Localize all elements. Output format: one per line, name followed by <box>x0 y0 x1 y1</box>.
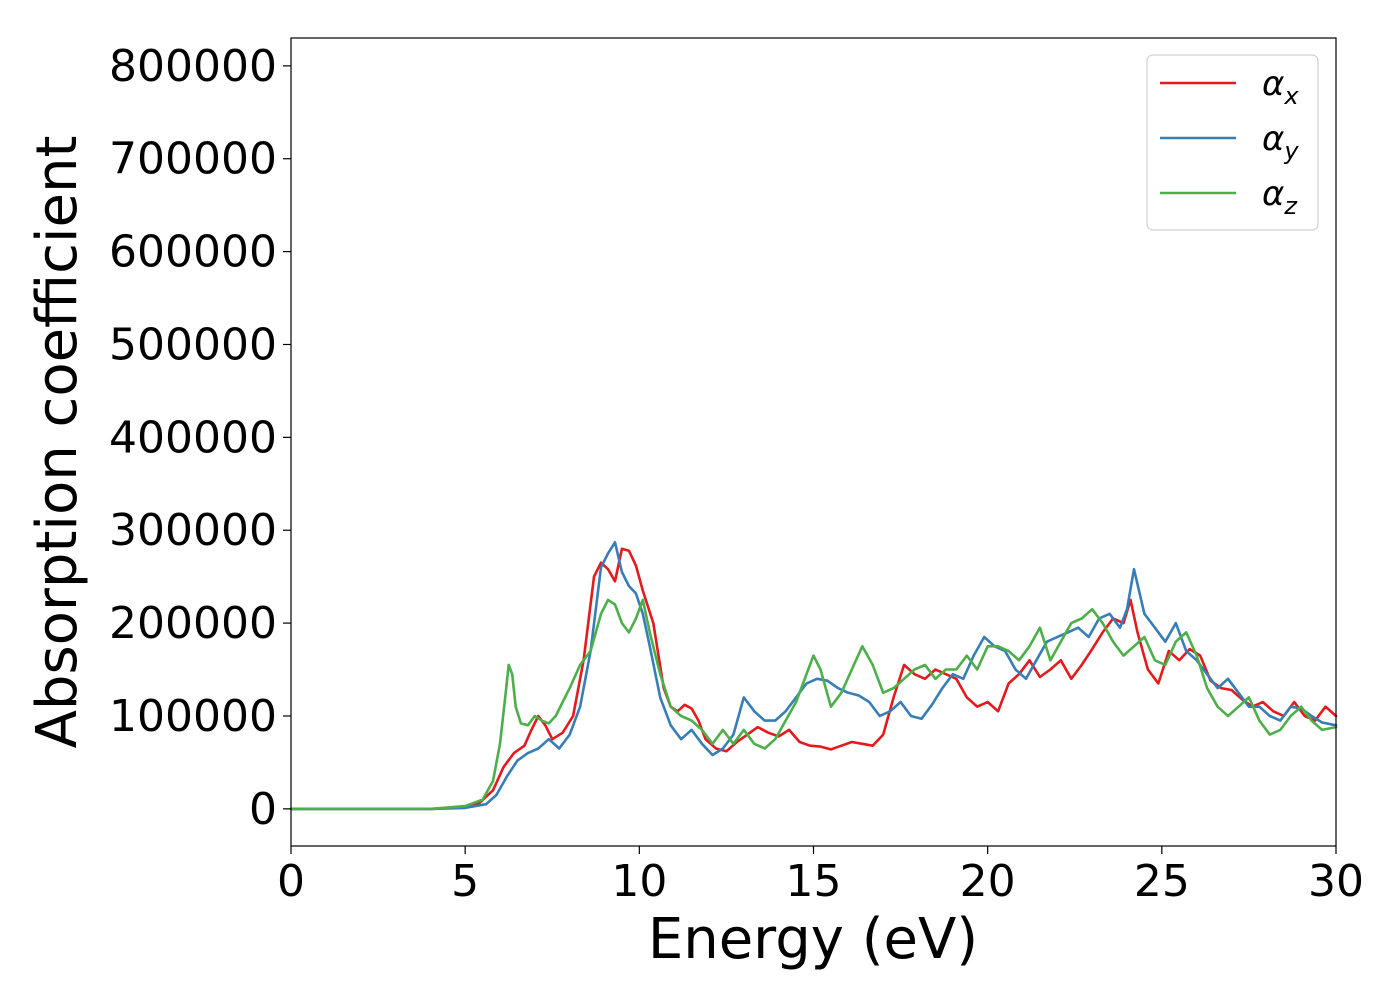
x-tick-label: 5 <box>451 856 479 907</box>
y-axis: 0 100000 200000 300000 400000 500000 600000 700… <box>109 41 291 835</box>
y-tick-label: 0 <box>249 784 277 835</box>
x-tick-label: 20 <box>960 856 1016 907</box>
y-tick-label: 200000 <box>109 598 277 649</box>
y-tick-label: 500000 <box>109 319 277 370</box>
legend-box <box>1146 54 1319 231</box>
x-tick-label: 15 <box>786 856 842 907</box>
legend: αx αy αz <box>1146 54 1319 231</box>
legend-label-x: αx <box>1262 64 1299 110</box>
y-tick-label: 700000 <box>109 134 277 185</box>
series-line-z <box>289 598 1338 811</box>
legend-label-y: αy <box>1262 119 1299 165</box>
y-tick-label: 100000 <box>109 691 277 742</box>
plot-lines <box>289 540 1338 811</box>
y-tick-label: 600000 <box>109 227 277 278</box>
x-axis-title: Energy (eV) <box>648 907 978 972</box>
y-tick-label: 300000 <box>109 505 277 556</box>
x-tick-label: 25 <box>1134 856 1190 907</box>
y-tick-label: 400000 <box>109 412 277 463</box>
x-axis: 0 5 10 15 20 25 30 <box>277 846 1364 907</box>
legend-label-z: αz <box>1262 174 1298 220</box>
x-tick-label: 30 <box>1308 856 1364 907</box>
y-axis-title: Absorption coefficient <box>25 136 90 749</box>
y-tick-label: 800000 <box>109 41 277 92</box>
series-line-x <box>289 547 1338 811</box>
x-tick-label: 0 <box>277 856 305 907</box>
x-tick-label: 10 <box>611 856 667 907</box>
